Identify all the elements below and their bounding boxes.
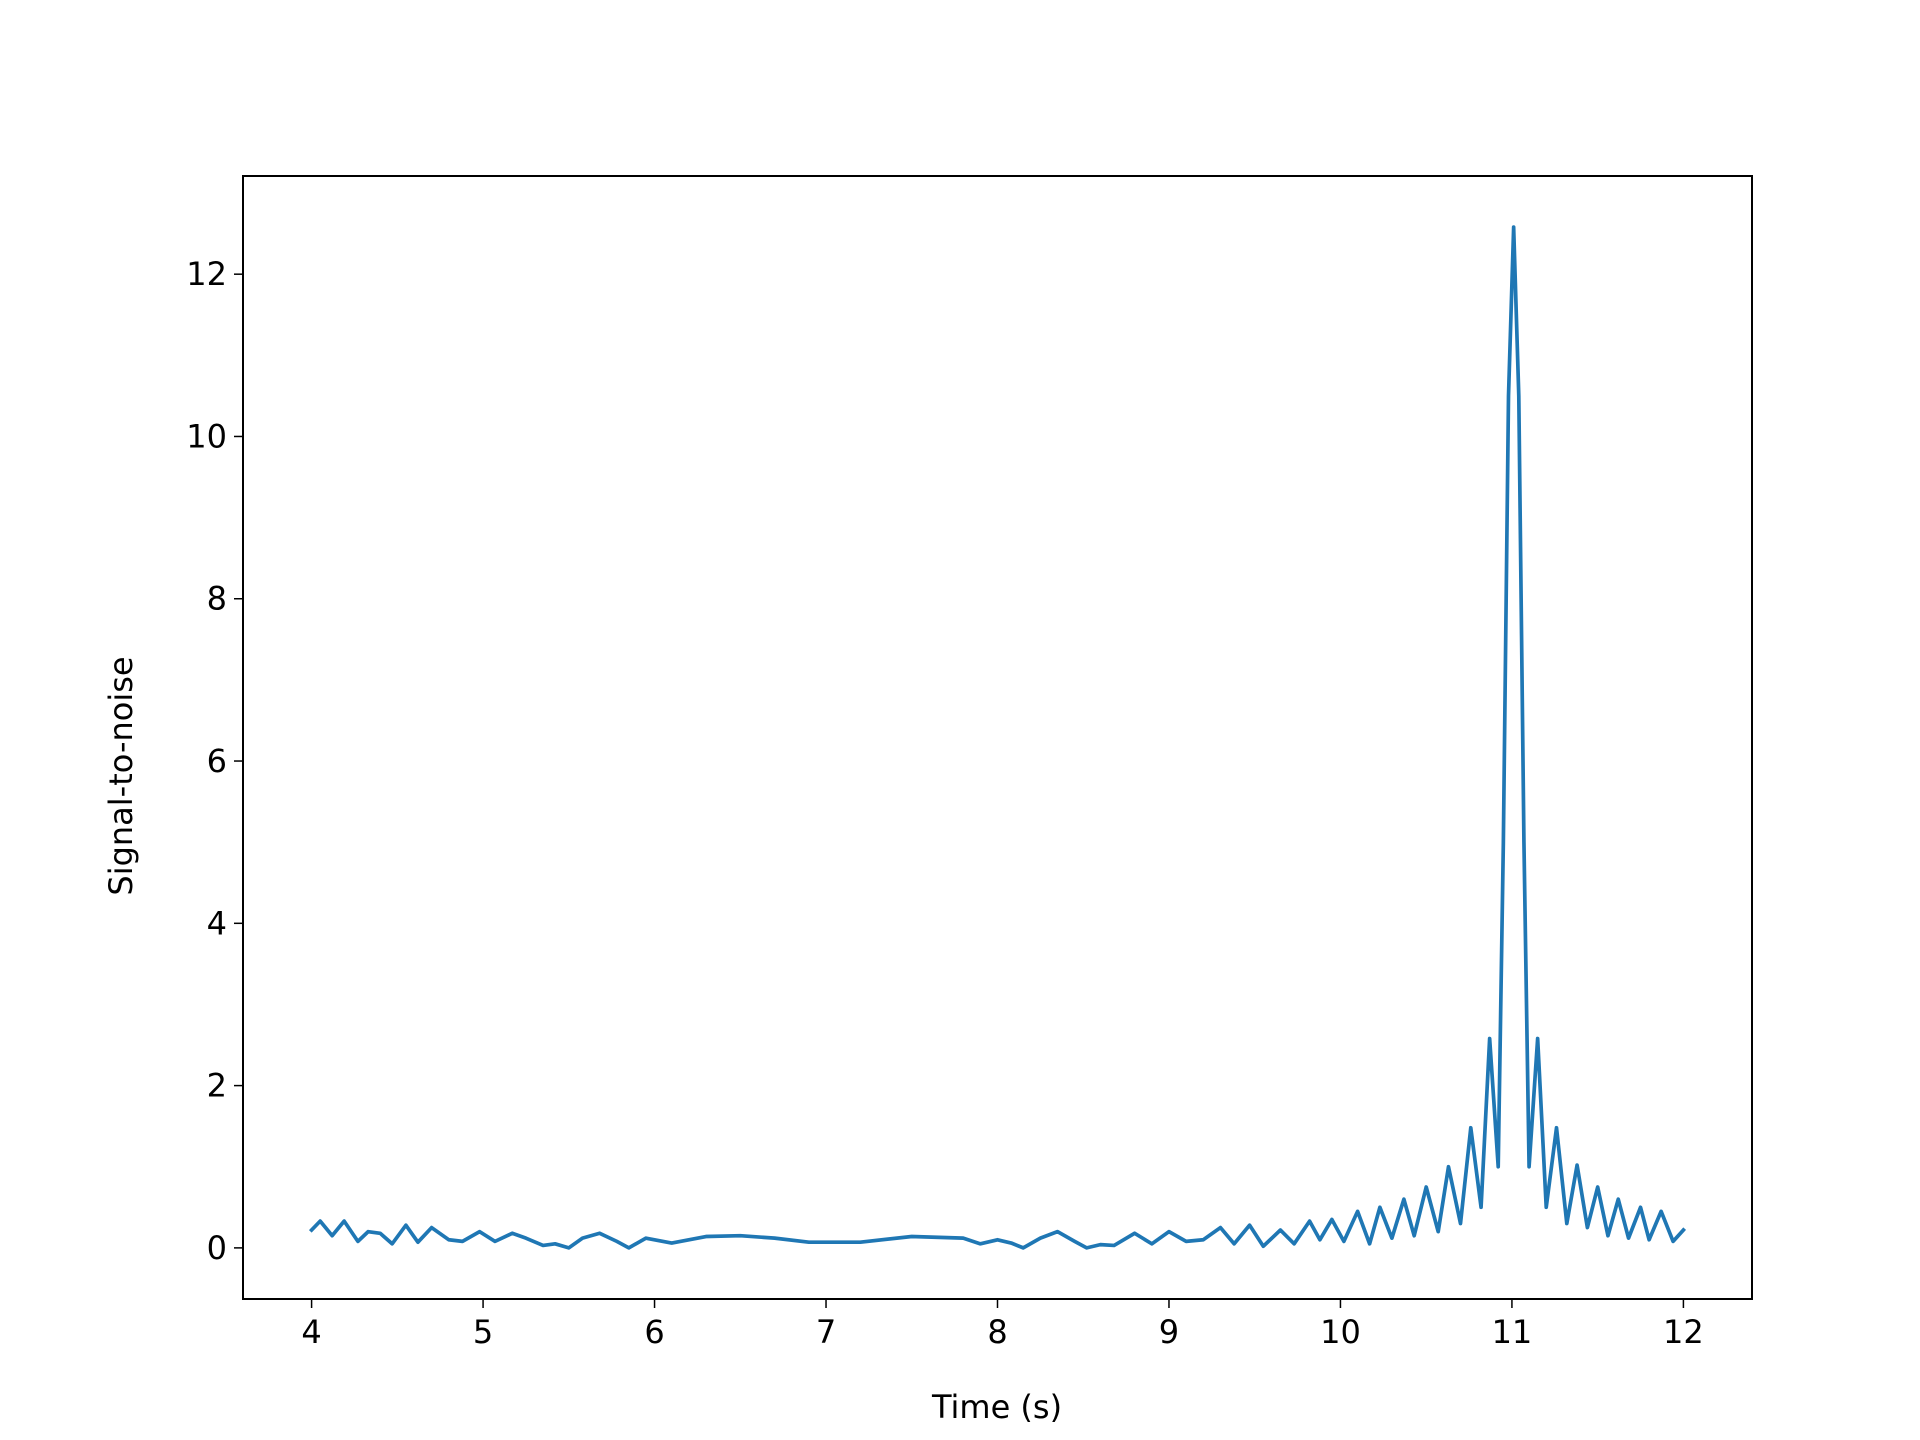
y-tick-label: 2 (207, 1067, 227, 1105)
x-tick-label: 10 (1320, 1313, 1361, 1351)
x-tick-label: 4 (301, 1313, 321, 1351)
x-tick-label: 9 (1159, 1313, 1179, 1351)
y-tick-label: 12 (186, 255, 227, 293)
x-tick-label: 6 (644, 1313, 664, 1351)
x-tick-label: 8 (987, 1313, 1007, 1351)
y-axis-label: Signal-to-noise (102, 656, 140, 895)
y-tick-label: 0 (207, 1229, 227, 1267)
x-tick-label: 7 (816, 1313, 836, 1351)
x-tick-label: 12 (1663, 1313, 1704, 1351)
y-tick-label: 10 (186, 417, 227, 455)
plot-frame (242, 175, 1753, 1300)
x-axis-label: Time (s) (931, 1388, 1062, 1426)
y-tick-label: 4 (207, 904, 227, 942)
y-tick-label: 6 (207, 742, 227, 780)
y-tick-label: 8 (207, 580, 227, 618)
x-tick-label: 11 (1492, 1313, 1533, 1351)
x-tick-label: 5 (473, 1313, 493, 1351)
line-series (308, 225, 1687, 1250)
